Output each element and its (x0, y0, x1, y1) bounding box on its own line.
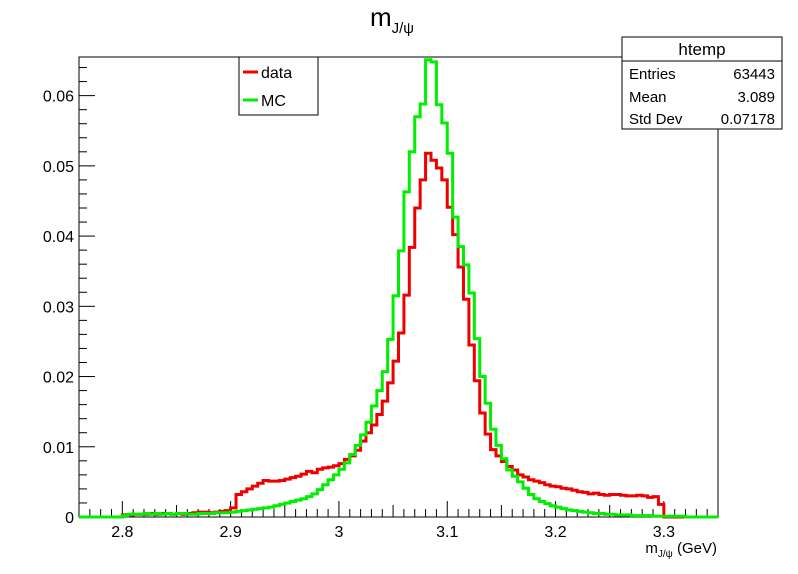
stats-entries-value: 63443 (733, 66, 775, 83)
stats-stddev-value: 0.07178 (721, 111, 775, 128)
x-axis-label-unit: (GeV) (673, 540, 717, 557)
chart-title-main: m (370, 2, 392, 32)
y-tick-label: 0.01 (43, 440, 74, 457)
legend-label-mc: MC (261, 93, 286, 110)
x-tick-label: 2.8 (111, 524, 133, 541)
x-tick-label: 3.1 (436, 524, 458, 541)
x-tick-label: 2.9 (220, 524, 242, 541)
legend-box (238, 56, 319, 116)
series-mc-histogram (79, 58, 718, 519)
stats-entries-label: Entries (629, 66, 676, 83)
y-tick-label: 0.05 (43, 159, 74, 176)
y-tick-label: 0 (65, 510, 74, 527)
x-tick-label: 3 (334, 524, 343, 541)
x-axis-label: mJ/ψ (GeV) (645, 540, 717, 560)
legend: data MC (238, 56, 319, 116)
stats-mean-label: Mean (629, 89, 667, 106)
stats-box-frame (621, 36, 783, 130)
plot-frame (78, 56, 719, 518)
chart-title-subscript: J/ψ (392, 20, 414, 37)
y-axis: 0 0.01 0.02 0.03 0.04 0.05 0.06 (43, 67, 95, 527)
y-tick-label: 0.06 (43, 89, 74, 106)
series-data-histogram (79, 151, 718, 519)
legend-label-data: data (261, 65, 292, 82)
stats-box-title: htemp (678, 40, 725, 59)
stats-stddev-label: Std Dev (629, 111, 683, 128)
x-axis-label-subscript: J/ψ (658, 549, 673, 560)
y-tick-label: 0.04 (43, 229, 74, 246)
series-layer (79, 58, 718, 519)
x-axis: 2.8 2.9 3 3.1 3.2 3.3 (78, 501, 719, 541)
stats-mean-value: 3.089 (737, 89, 775, 106)
x-axis-label-main: m (645, 540, 658, 557)
x-tick-label: 3.3 (653, 524, 675, 541)
x-tick-label: 3.2 (544, 524, 566, 541)
chart-title: mJ/ψ (370, 2, 414, 37)
y-tick-label: 0.02 (43, 370, 74, 387)
stats-box: htemp Entries 63443 Mean 3.089 Std Dev 0… (621, 36, 783, 130)
y-tick-label: 0.03 (43, 299, 74, 316)
